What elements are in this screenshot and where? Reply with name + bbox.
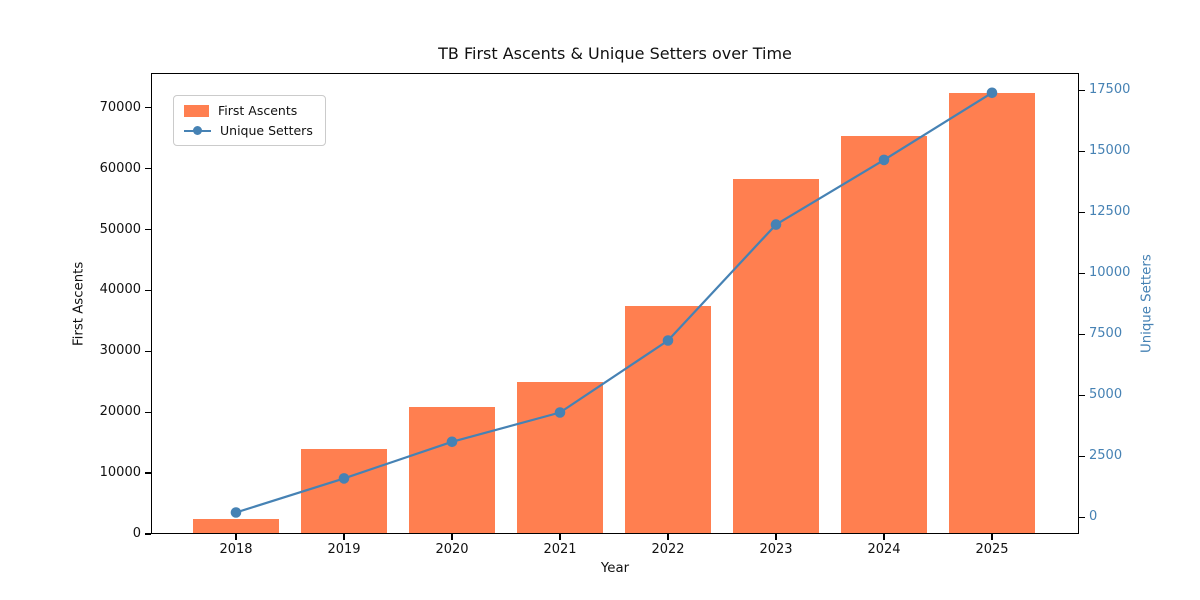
x-tick bbox=[451, 534, 453, 540]
left-y-tick-label: 40000 bbox=[99, 282, 141, 298]
line-marker bbox=[986, 87, 998, 99]
x-tick bbox=[559, 534, 561, 540]
left-y-tick-label: 20000 bbox=[99, 404, 141, 420]
right-y-tick bbox=[1079, 272, 1085, 274]
x-tick-label: 2018 bbox=[219, 542, 253, 557]
left-y-tick-label: 70000 bbox=[99, 99, 141, 115]
right-y-tick-label: 5000 bbox=[1089, 387, 1123, 403]
left-y-tick bbox=[145, 350, 151, 352]
x-tick bbox=[667, 534, 669, 540]
right-y-tick-label: 17500 bbox=[1089, 82, 1131, 98]
left-y-tick-label: 30000 bbox=[99, 343, 141, 359]
legend-bar-swatch-icon bbox=[184, 104, 209, 117]
x-tick-label: 2022 bbox=[651, 542, 685, 557]
x-tick-label: 2021 bbox=[543, 542, 577, 557]
line-marker bbox=[878, 154, 890, 166]
legend-label: Unique Setters bbox=[220, 123, 313, 138]
x-tick bbox=[775, 534, 777, 540]
left-y-tick bbox=[145, 411, 151, 413]
plot-area: First Ascents Unique Setters 0 10000 20000… bbox=[100, 73, 1130, 557]
x-tick-label: 2019 bbox=[327, 542, 361, 557]
x-tick bbox=[883, 534, 885, 540]
legend: First Ascents Unique Setters bbox=[173, 95, 326, 146]
legend-item-unique-setters: Unique Setters bbox=[184, 124, 313, 137]
left-y-tick-label: 60000 bbox=[99, 160, 141, 176]
left-y-tick-label: 0 bbox=[132, 526, 141, 541]
left-y-tick bbox=[145, 472, 151, 474]
right-y-tick bbox=[1079, 516, 1085, 519]
right-y-tick-label: 10000 bbox=[1089, 265, 1131, 281]
bar-2021 bbox=[517, 381, 603, 534]
right-y-tick-label: 0 bbox=[1089, 509, 1098, 525]
line-marker bbox=[446, 436, 458, 448]
legend-line-marker-icon bbox=[184, 124, 211, 137]
x-tick-label: 2024 bbox=[867, 542, 901, 557]
bar-2019 bbox=[301, 448, 387, 534]
right-y-tick-label: 2500 bbox=[1089, 448, 1123, 464]
left-y-tick bbox=[145, 107, 151, 109]
right-y-tick-label: 12500 bbox=[1089, 204, 1131, 220]
x-tick-label: 2020 bbox=[435, 542, 469, 557]
x-tick bbox=[343, 534, 345, 540]
right-y-tick-label: 7500 bbox=[1089, 326, 1123, 342]
left-axis-label: First Ascents bbox=[71, 261, 87, 346]
x-tick bbox=[235, 534, 237, 540]
bar-2023 bbox=[733, 179, 819, 534]
x-tick-label: 2025 bbox=[975, 542, 1009, 557]
right-y-tick bbox=[1079, 455, 1085, 458]
right-y-tick bbox=[1079, 150, 1085, 152]
left-y-tick bbox=[145, 533, 151, 535]
left-y-tick bbox=[145, 167, 151, 170]
line-marker bbox=[230, 507, 242, 518]
bar-2024 bbox=[841, 136, 927, 534]
line-marker bbox=[338, 473, 350, 484]
right-y-tick bbox=[1079, 89, 1085, 91]
line-marker bbox=[770, 219, 782, 230]
x-tick bbox=[991, 534, 993, 540]
right-y-tick bbox=[1079, 211, 1085, 213]
x-tick-label: 2023 bbox=[759, 542, 793, 557]
right-y-tick-label: 15000 bbox=[1089, 143, 1131, 159]
legend-item-first-ascents: First Ascents bbox=[184, 104, 313, 117]
chart-title: TB First Ascents & Unique Setters over T… bbox=[438, 44, 792, 63]
bar-2020 bbox=[409, 406, 495, 534]
unique-setters-line bbox=[230, 87, 998, 518]
left-y-tick-label: 10000 bbox=[99, 465, 141, 481]
line-marker bbox=[662, 335, 674, 346]
left-y-tick-label: 50000 bbox=[99, 221, 141, 237]
bar-2025 bbox=[949, 92, 1035, 534]
right-y-tick bbox=[1079, 394, 1085, 397]
left-y-tick bbox=[145, 289, 151, 292]
right-axis-label: Unique Setters bbox=[1139, 254, 1155, 353]
line-marker bbox=[554, 407, 566, 418]
bar-2018 bbox=[193, 518, 279, 534]
x-axis-label: Year bbox=[600, 561, 630, 576]
legend-label: First Ascents bbox=[218, 103, 298, 118]
left-y-tick bbox=[145, 228, 151, 231]
right-y-tick bbox=[1079, 333, 1085, 336]
